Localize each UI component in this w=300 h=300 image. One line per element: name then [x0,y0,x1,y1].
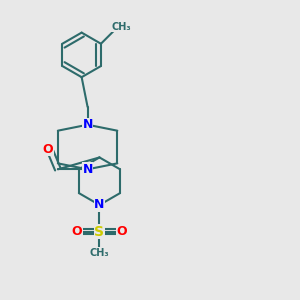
Text: O: O [116,225,127,238]
Text: O: O [43,142,53,156]
Text: N: N [82,118,93,131]
Text: N: N [94,199,105,212]
Text: CH₃: CH₃ [90,248,109,257]
Text: CH₃: CH₃ [111,22,131,32]
Text: S: S [94,225,104,239]
Text: O: O [72,225,83,238]
Text: N: N [82,163,93,176]
